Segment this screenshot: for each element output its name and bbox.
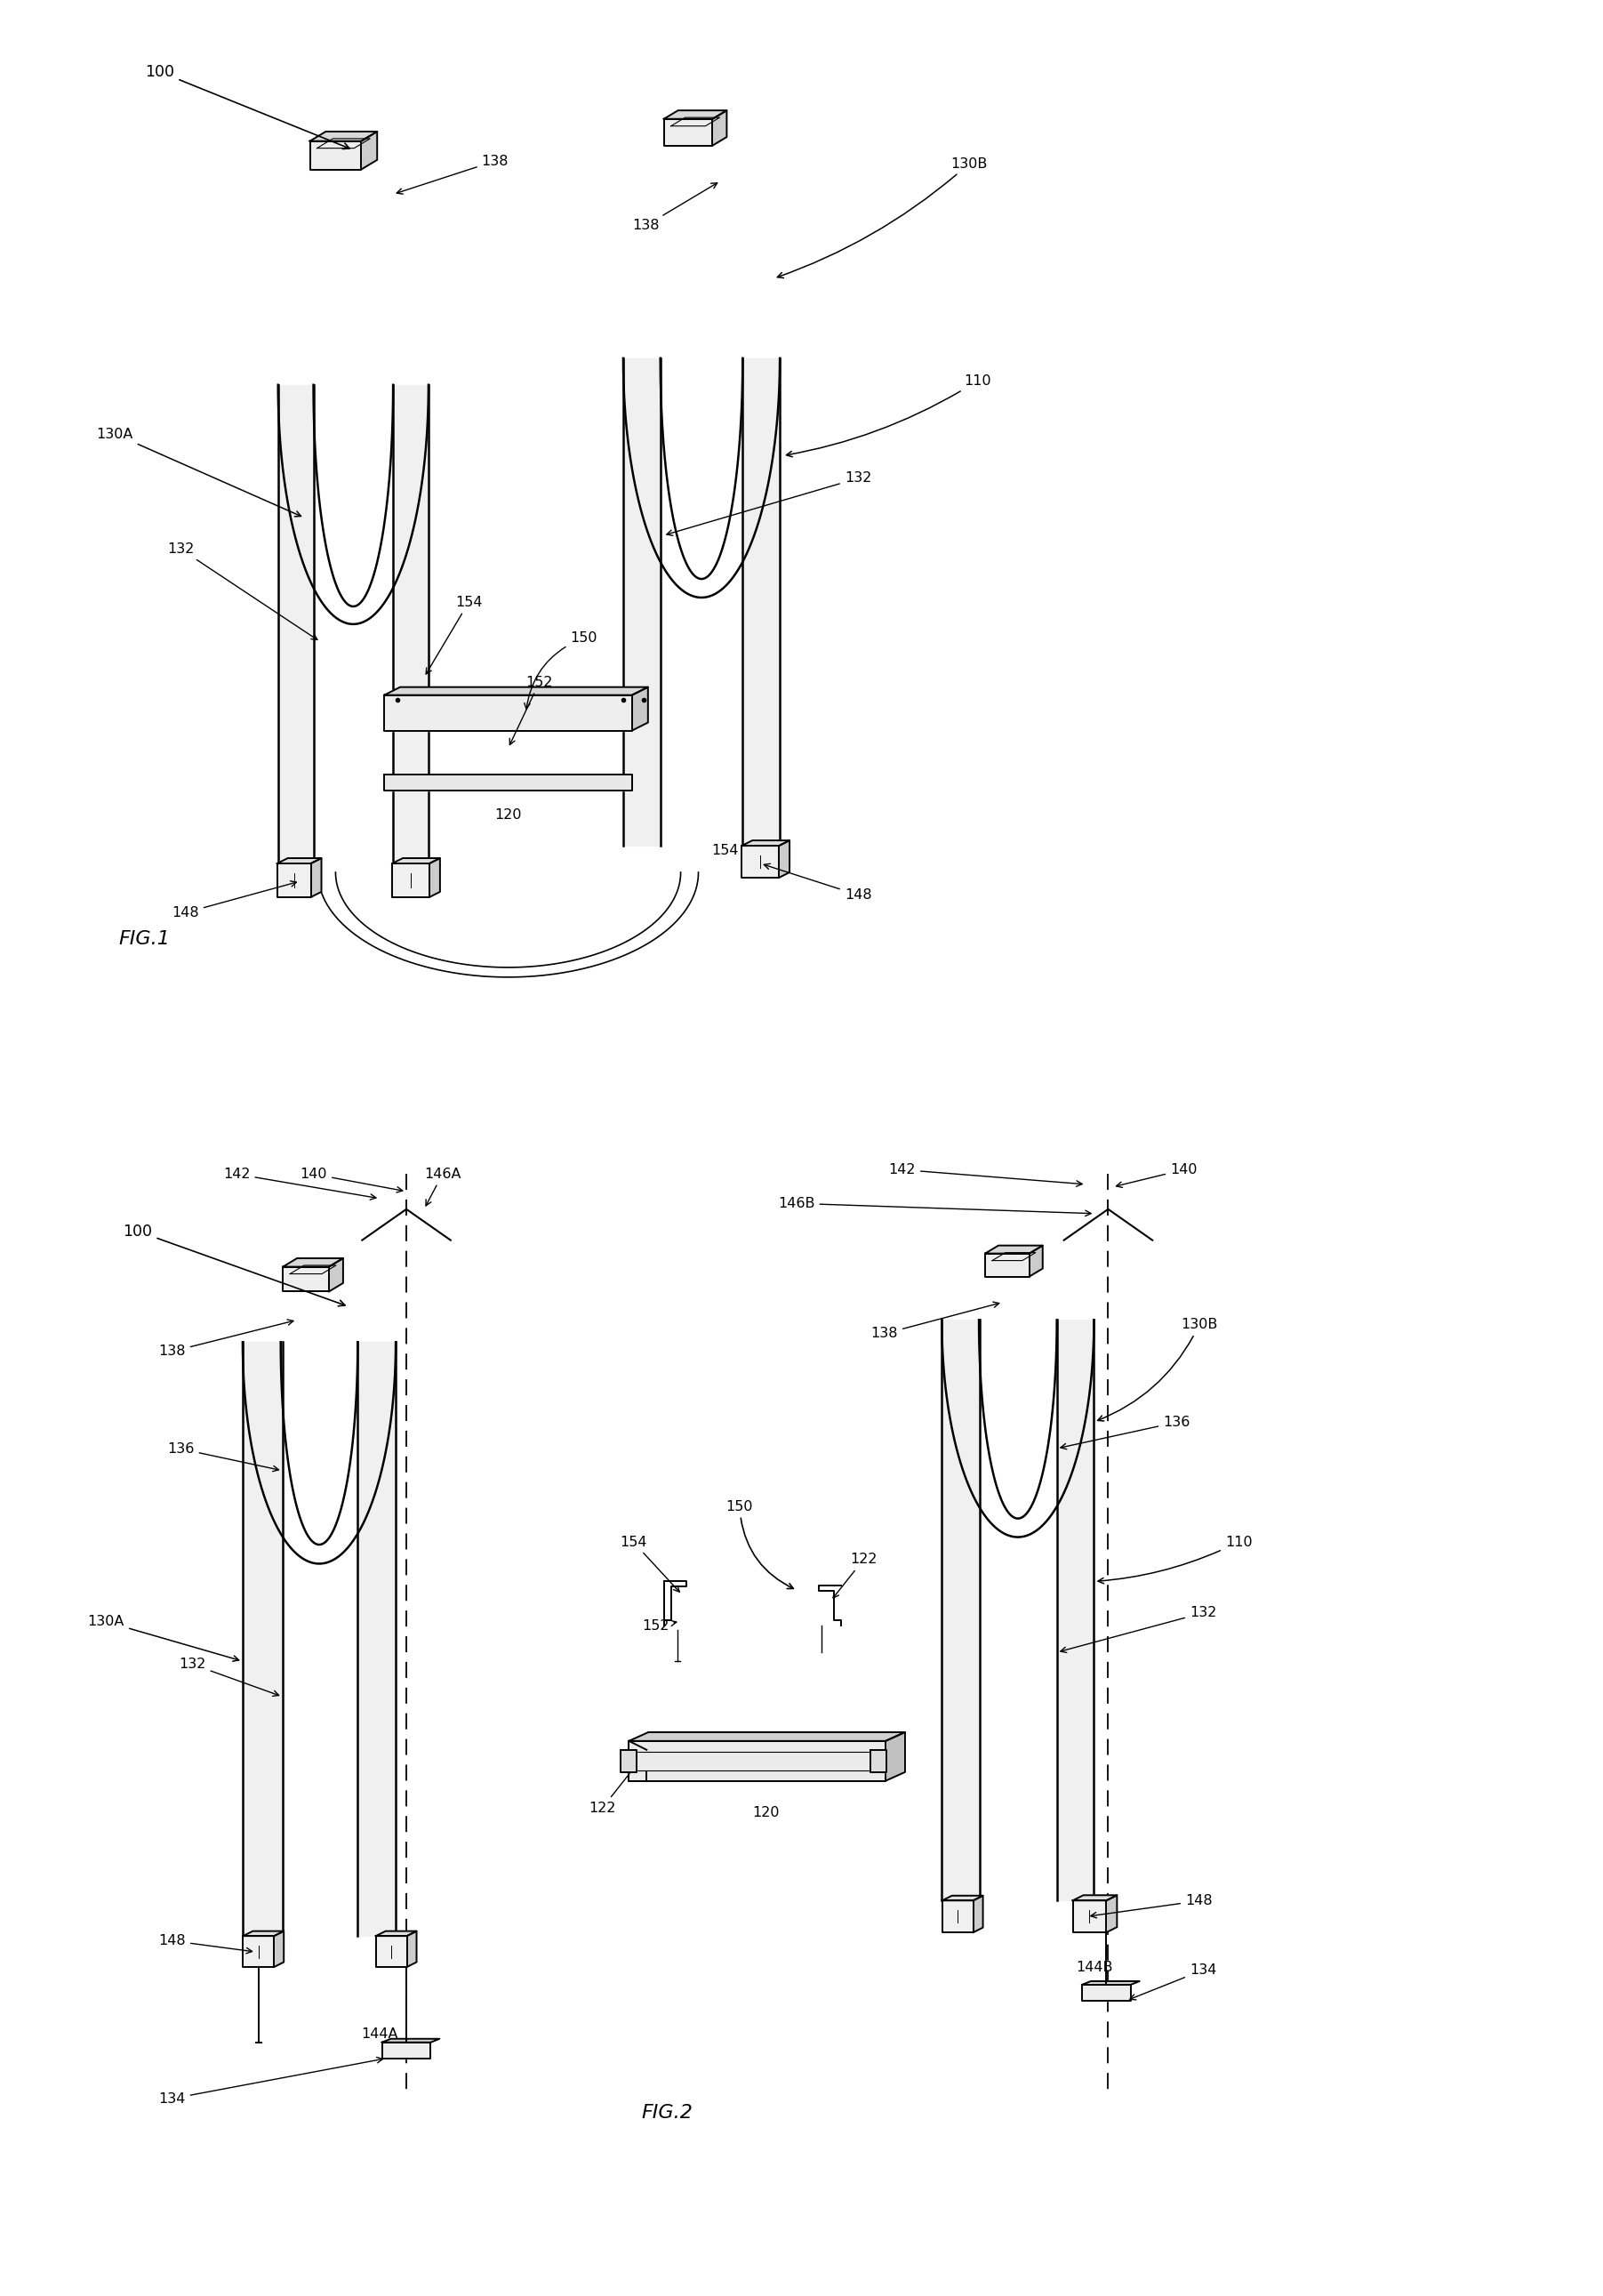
Text: 132: 132	[167, 542, 317, 641]
Polygon shape	[277, 859, 322, 863]
Polygon shape	[311, 859, 322, 898]
Polygon shape	[628, 1740, 885, 1782]
Polygon shape	[277, 386, 314, 863]
Polygon shape	[624, 358, 660, 845]
Text: 120: 120	[752, 1805, 779, 1818]
Text: 136: 136	[167, 1442, 279, 1472]
Polygon shape	[986, 1244, 1042, 1254]
Text: 146A: 146A	[425, 1166, 462, 1205]
Polygon shape	[309, 140, 361, 170]
Polygon shape	[282, 1267, 329, 1293]
Text: 150: 150	[524, 631, 598, 709]
Polygon shape	[628, 1731, 906, 1740]
Text: 152: 152	[641, 1619, 676, 1632]
Text: FIG.2: FIG.2	[641, 2105, 692, 2122]
Polygon shape	[382, 2039, 439, 2043]
Polygon shape	[375, 1931, 417, 1936]
Text: 138: 138	[870, 1302, 999, 1341]
Text: 152: 152	[510, 675, 553, 744]
Text: 136: 136	[1061, 1417, 1189, 1449]
Text: 122: 122	[588, 1766, 635, 1814]
Polygon shape	[986, 1254, 1029, 1277]
Polygon shape	[282, 1258, 343, 1267]
Text: 130A: 130A	[88, 1614, 239, 1662]
Text: 154: 154	[426, 595, 483, 675]
Text: 100: 100	[123, 1224, 345, 1306]
Text: 144B: 144B	[1077, 1961, 1114, 1975]
Text: 148: 148	[765, 863, 872, 902]
Polygon shape	[973, 1896, 983, 1933]
Polygon shape	[382, 2043, 431, 2057]
Text: 130B: 130B	[1098, 1318, 1218, 1421]
Text: 148: 148	[1090, 1894, 1212, 1917]
Polygon shape	[713, 110, 726, 145]
Polygon shape	[329, 1258, 343, 1293]
Polygon shape	[407, 1931, 417, 1968]
Polygon shape	[742, 845, 779, 877]
Polygon shape	[1082, 1981, 1140, 1984]
Polygon shape	[620, 1750, 636, 1773]
Text: 100: 100	[146, 64, 349, 149]
Polygon shape	[885, 1731, 906, 1782]
Polygon shape	[242, 1343, 282, 1936]
Text: FIG.1: FIG.1	[119, 930, 170, 948]
Text: 122: 122	[834, 1552, 877, 1598]
Polygon shape	[244, 1936, 274, 1968]
Polygon shape	[943, 1320, 979, 1901]
Text: 132: 132	[667, 471, 872, 535]
Text: 120: 120	[495, 808, 521, 822]
Text: 132: 132	[1061, 1607, 1217, 1653]
Text: 142: 142	[888, 1164, 1082, 1187]
Polygon shape	[375, 1936, 407, 1968]
Text: 110: 110	[787, 374, 991, 457]
Text: 154: 154	[712, 845, 739, 856]
Polygon shape	[361, 131, 377, 170]
Polygon shape	[742, 840, 790, 845]
Polygon shape	[385, 774, 632, 790]
Text: 130B: 130B	[777, 156, 987, 278]
Text: 148: 148	[172, 882, 297, 918]
Polygon shape	[632, 687, 648, 730]
Text: 144A: 144A	[361, 2027, 398, 2041]
Text: 110: 110	[1098, 1536, 1252, 1584]
Text: 138: 138	[632, 184, 717, 232]
Polygon shape	[1106, 1894, 1117, 1933]
Polygon shape	[393, 859, 439, 863]
Polygon shape	[664, 110, 726, 119]
Polygon shape	[244, 1931, 284, 1936]
Polygon shape	[277, 863, 311, 898]
Text: 138: 138	[398, 154, 508, 195]
Polygon shape	[1029, 1244, 1042, 1277]
Text: 154: 154	[620, 1536, 680, 1591]
Polygon shape	[430, 859, 439, 898]
Text: 134: 134	[1130, 1963, 1217, 2000]
Text: 150: 150	[726, 1499, 793, 1589]
Text: 138: 138	[159, 1320, 293, 1357]
Polygon shape	[385, 687, 648, 696]
Polygon shape	[1056, 1320, 1093, 1901]
Polygon shape	[357, 1343, 396, 1936]
Polygon shape	[1072, 1894, 1117, 1901]
Polygon shape	[274, 1931, 284, 1968]
Polygon shape	[664, 119, 713, 145]
Polygon shape	[385, 696, 632, 730]
Text: 142: 142	[223, 1166, 377, 1201]
Polygon shape	[943, 1901, 973, 1933]
Text: 140: 140	[1116, 1164, 1197, 1187]
Polygon shape	[393, 863, 430, 898]
Polygon shape	[309, 131, 377, 140]
Text: 134: 134	[159, 2057, 383, 2105]
Text: 146B: 146B	[777, 1196, 1092, 1217]
Polygon shape	[779, 840, 790, 877]
Text: 132: 132	[180, 1658, 279, 1697]
Polygon shape	[1072, 1901, 1106, 1933]
Polygon shape	[742, 358, 779, 845]
Text: 140: 140	[300, 1166, 402, 1192]
Text: 148: 148	[159, 1933, 252, 1954]
Polygon shape	[393, 386, 428, 863]
Polygon shape	[943, 1896, 983, 1901]
Polygon shape	[1082, 1984, 1130, 2000]
Polygon shape	[870, 1750, 886, 1773]
Text: 130A: 130A	[96, 427, 301, 517]
